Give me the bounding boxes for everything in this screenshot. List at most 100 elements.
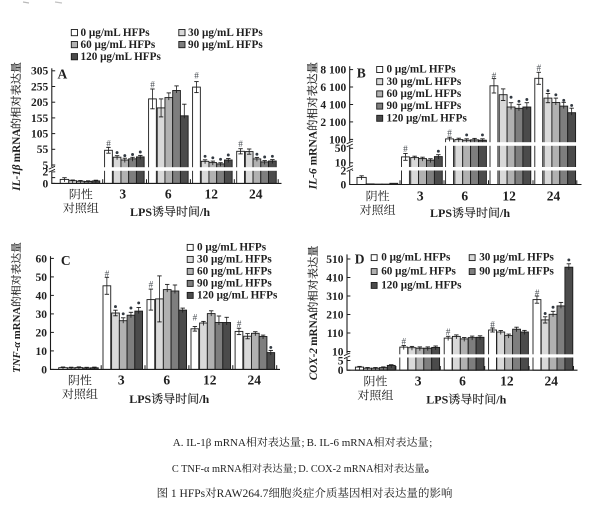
svg-text:24: 24 — [545, 374, 559, 389]
svg-text:20: 20 — [36, 327, 48, 339]
svg-text:#: # — [193, 313, 198, 323]
svg-text:0: 0 — [338, 365, 344, 377]
svg-text:2 100: 2 100 — [320, 117, 346, 129]
svg-text:#: # — [238, 139, 243, 149]
svg-text:90 μg/mL HFPs: 90 μg/mL HFPs — [387, 100, 462, 112]
svg-text:0 μg/mL HFPs: 0 μg/mL HFPs — [81, 27, 151, 39]
svg-text:A. IL-1β mRNA: A. IL-1β mRNA — [173, 437, 246, 449]
svg-text:0: 0 — [41, 364, 47, 376]
svg-text:12: 12 — [500, 374, 514, 389]
svg-text:5: 5 — [338, 355, 344, 367]
svg-text:90 μg/mL HFPs: 90 μg/mL HFPs — [197, 278, 272, 290]
svg-text:6: 6 — [459, 374, 466, 389]
svg-text:LPS: LPS — [130, 205, 152, 219]
svg-text:255: 255 — [31, 81, 49, 93]
svg-text:30 μg/mL HFPs: 30 μg/mL HFPs — [197, 254, 272, 266]
svg-text:24: 24 — [248, 372, 262, 387]
svg-text:120 μg/mL HFPs: 120 μg/mL HFPs — [387, 112, 468, 124]
svg-text:#: # — [402, 337, 407, 347]
svg-text:100: 100 — [329, 134, 347, 146]
svg-text:60 μg/mL HFPs: 60 μg/mL HFPs — [197, 266, 272, 278]
svg-text:6: 6 — [165, 186, 172, 201]
svg-text:2: 2 — [340, 165, 346, 177]
svg-text:410: 410 — [326, 272, 344, 284]
svg-text:TNF-α: TNF-α — [11, 341, 23, 373]
svg-text:#: # — [492, 71, 497, 81]
svg-text:3: 3 — [415, 374, 422, 389]
svg-text:5: 5 — [43, 160, 49, 172]
svg-text:#: # — [149, 279, 154, 289]
svg-text:#: # — [105, 269, 110, 279]
svg-text:0 μg/mL HFPs: 0 μg/mL HFPs — [387, 64, 457, 76]
svg-text:60 μg/mL HFPs: 60 μg/mL HFPs — [381, 266, 456, 278]
svg-text:B. IL-6 mRNA: B. IL-6 mRNA — [307, 437, 374, 449]
svg-text:#: # — [150, 79, 155, 89]
svg-text:120 μg/mL HFPs: 120 μg/mL HFPs — [197, 290, 278, 302]
svg-text:A: A — [58, 67, 68, 82]
svg-text:155: 155 — [31, 113, 49, 125]
svg-text:4 100: 4 100 — [320, 99, 346, 111]
svg-text:#: # — [490, 320, 495, 330]
svg-text:mRNA: mRNA — [11, 129, 23, 163]
svg-text:0 μg/mL HFPs: 0 μg/mL HFPs — [381, 252, 451, 264]
svg-text:1 HFPs: 1 HFPs — [171, 488, 206, 500]
svg-text:12: 12 — [203, 372, 217, 387]
svg-text:0 μg/mL HFPs: 0 μg/mL HFPs — [197, 242, 267, 254]
svg-text:/h: /h — [198, 392, 209, 406]
svg-text:110: 110 — [327, 328, 344, 340]
svg-text:0: 0 — [340, 179, 346, 191]
svg-text:3: 3 — [119, 186, 126, 201]
svg-text:8 100: 8 100 — [320, 65, 346, 77]
svg-text:;: ; — [302, 437, 305, 449]
svg-text:310: 310 — [326, 291, 344, 303]
svg-text:60: 60 — [36, 253, 48, 265]
svg-text:60 μg/mL HFPs: 60 μg/mL HFPs — [81, 39, 156, 51]
svg-text:LPS: LPS — [129, 392, 151, 406]
svg-text:LPS: LPS — [430, 206, 452, 220]
svg-text:/h: /h — [199, 205, 210, 219]
svg-text:120 μg/mL HFPs: 120 μg/mL HFPs — [81, 51, 162, 63]
svg-text:12: 12 — [502, 188, 516, 203]
svg-text:COX-2: COX-2 — [308, 348, 320, 381]
svg-text:510: 510 — [326, 254, 344, 266]
svg-text:30 μg/mL HFPs: 30 μg/mL HFPs — [479, 252, 554, 264]
svg-text:6: 6 — [461, 188, 468, 203]
svg-text:#: # — [535, 288, 540, 298]
svg-text:LPS: LPS — [426, 393, 448, 407]
svg-text:50: 50 — [335, 143, 347, 155]
svg-text:40: 40 — [36, 290, 48, 302]
svg-text:;: ; — [429, 437, 432, 449]
svg-text:B: B — [357, 66, 366, 81]
svg-text:30 μg/mL HFPs: 30 μg/mL HFPs — [188, 27, 263, 39]
svg-text:#: # — [447, 128, 452, 138]
svg-text:10: 10 — [335, 158, 347, 170]
svg-text:#: # — [403, 144, 408, 154]
svg-text:#: # — [537, 63, 542, 73]
svg-text:3: 3 — [417, 188, 424, 203]
svg-text:24: 24 — [547, 188, 561, 203]
svg-text:10: 10 — [332, 346, 344, 358]
svg-text:120 μg/mL HFPs: 120 μg/mL HFPs — [381, 280, 462, 292]
svg-text:6 100: 6 100 — [320, 82, 346, 94]
svg-text:30 μg/mL HFPs: 30 μg/mL HFPs — [387, 76, 462, 88]
svg-text:24: 24 — [249, 186, 263, 201]
svg-text:IL-1β: IL-1β — [11, 164, 23, 192]
svg-text:60 μg/mL HFPs: 60 μg/mL HFPs — [387, 88, 462, 100]
svg-text:305: 305 — [31, 66, 49, 78]
svg-text:55: 55 — [37, 144, 49, 156]
svg-text:#: # — [106, 138, 111, 148]
svg-text:#: # — [446, 327, 451, 337]
svg-text:RAW264.7: RAW264.7 — [217, 488, 269, 500]
svg-text:210: 210 — [326, 309, 344, 321]
svg-text:D. COX-2 mRNA: D. COX-2 mRNA — [298, 464, 374, 475]
svg-text:30: 30 — [36, 309, 48, 321]
svg-text:105: 105 — [31, 129, 49, 141]
svg-text:90 μg/mL HFPs: 90 μg/mL HFPs — [479, 266, 554, 278]
svg-text:12: 12 — [204, 186, 218, 201]
svg-text:D: D — [355, 252, 365, 267]
svg-text:10: 10 — [36, 346, 48, 358]
svg-text:C: C — [61, 253, 71, 268]
svg-text:2: 2 — [43, 167, 49, 179]
svg-text:IL-6: IL-6 — [308, 168, 320, 190]
svg-text:#: # — [237, 319, 242, 329]
